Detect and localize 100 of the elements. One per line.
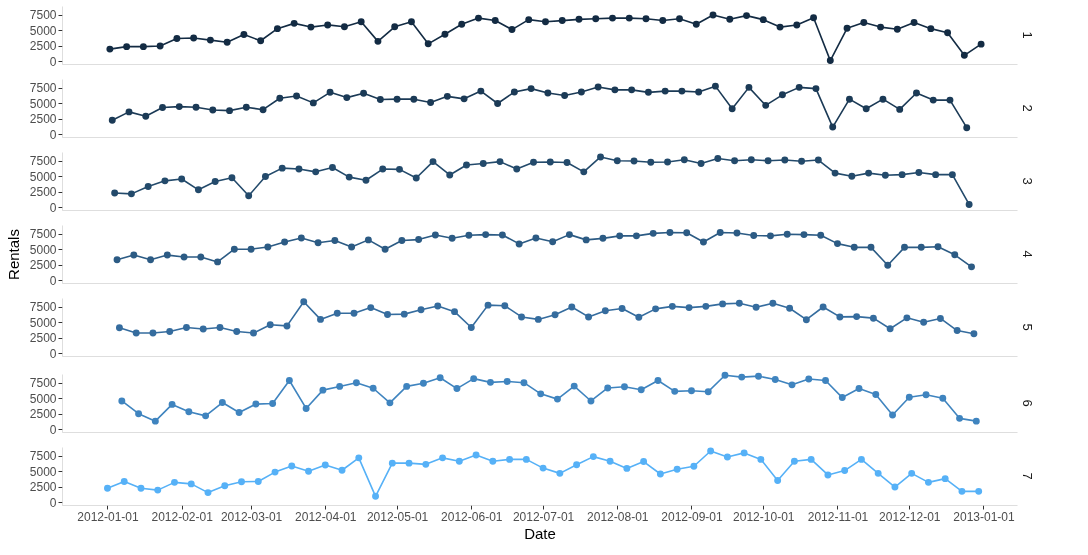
point <box>245 192 253 200</box>
point <box>455 457 463 465</box>
point <box>573 461 581 469</box>
point <box>546 158 554 166</box>
point <box>841 467 849 475</box>
point <box>905 393 913 401</box>
point <box>257 37 265 45</box>
point <box>441 30 449 38</box>
y-tick-label: 2500 <box>29 39 57 54</box>
point <box>647 158 655 166</box>
point <box>714 155 722 162</box>
point <box>470 375 478 383</box>
point <box>194 186 202 194</box>
point <box>187 480 195 488</box>
point <box>135 410 143 418</box>
x-tick-label: 2012-06-01 <box>441 509 503 524</box>
point <box>960 51 968 59</box>
point <box>106 45 114 53</box>
point <box>970 330 978 338</box>
point <box>944 29 952 37</box>
point <box>180 253 188 261</box>
point <box>783 230 791 238</box>
point <box>518 313 526 321</box>
point <box>721 371 729 379</box>
point <box>853 313 861 321</box>
point <box>360 89 368 97</box>
point <box>491 17 499 25</box>
point <box>860 18 868 26</box>
point <box>333 309 341 317</box>
point <box>733 229 741 237</box>
point <box>104 484 111 492</box>
point <box>644 88 652 96</box>
point <box>948 171 956 179</box>
x-tick-label: 2012-10-01 <box>733 509 795 524</box>
point <box>941 475 949 483</box>
point <box>632 232 640 240</box>
point <box>388 459 396 467</box>
point <box>115 324 123 332</box>
point <box>553 395 561 403</box>
point <box>226 107 234 115</box>
point <box>838 394 846 402</box>
point <box>233 328 241 335</box>
point <box>230 245 238 253</box>
point <box>891 483 899 491</box>
point <box>204 489 212 497</box>
point <box>295 165 303 173</box>
point <box>503 377 511 385</box>
point <box>934 243 942 251</box>
point <box>580 168 588 176</box>
point <box>120 477 128 485</box>
point <box>857 455 865 463</box>
x-tick-label: 2012-05-01 <box>366 509 429 524</box>
point <box>910 18 918 26</box>
point <box>486 378 494 386</box>
point <box>386 399 394 407</box>
point <box>221 482 229 490</box>
point <box>915 169 923 176</box>
text: 7 <box>1020 472 1035 480</box>
point <box>893 25 901 33</box>
point <box>448 234 456 242</box>
point <box>508 26 516 34</box>
point <box>652 305 660 313</box>
x-tick-label: 2012-08-01 <box>587 509 649 524</box>
y-tick-label: 0 <box>49 346 57 361</box>
point <box>790 457 798 465</box>
point <box>451 308 458 316</box>
point <box>867 243 875 251</box>
point <box>111 189 119 197</box>
point <box>975 487 983 495</box>
point <box>429 158 437 166</box>
point <box>374 37 382 45</box>
point <box>965 200 973 208</box>
point <box>661 87 669 95</box>
point <box>240 31 248 38</box>
point <box>273 25 281 33</box>
point <box>743 12 750 20</box>
point <box>697 160 705 167</box>
point <box>439 454 447 462</box>
point <box>108 116 116 124</box>
point <box>369 384 377 392</box>
point <box>728 105 736 113</box>
y-tick-label: 7500 <box>29 227 57 242</box>
point <box>604 384 612 392</box>
y-tick-label: 7500 <box>29 376 57 391</box>
point <box>668 302 676 310</box>
point <box>331 237 339 244</box>
point <box>534 315 542 323</box>
point <box>927 25 935 33</box>
point <box>381 245 389 253</box>
point <box>630 157 638 165</box>
point <box>953 327 961 335</box>
point <box>688 387 695 395</box>
point <box>597 153 604 161</box>
point <box>424 40 432 48</box>
point <box>396 165 403 173</box>
point <box>515 240 523 248</box>
text: 1 <box>1020 31 1035 39</box>
point <box>288 462 296 470</box>
point <box>769 299 777 307</box>
point <box>735 299 743 307</box>
